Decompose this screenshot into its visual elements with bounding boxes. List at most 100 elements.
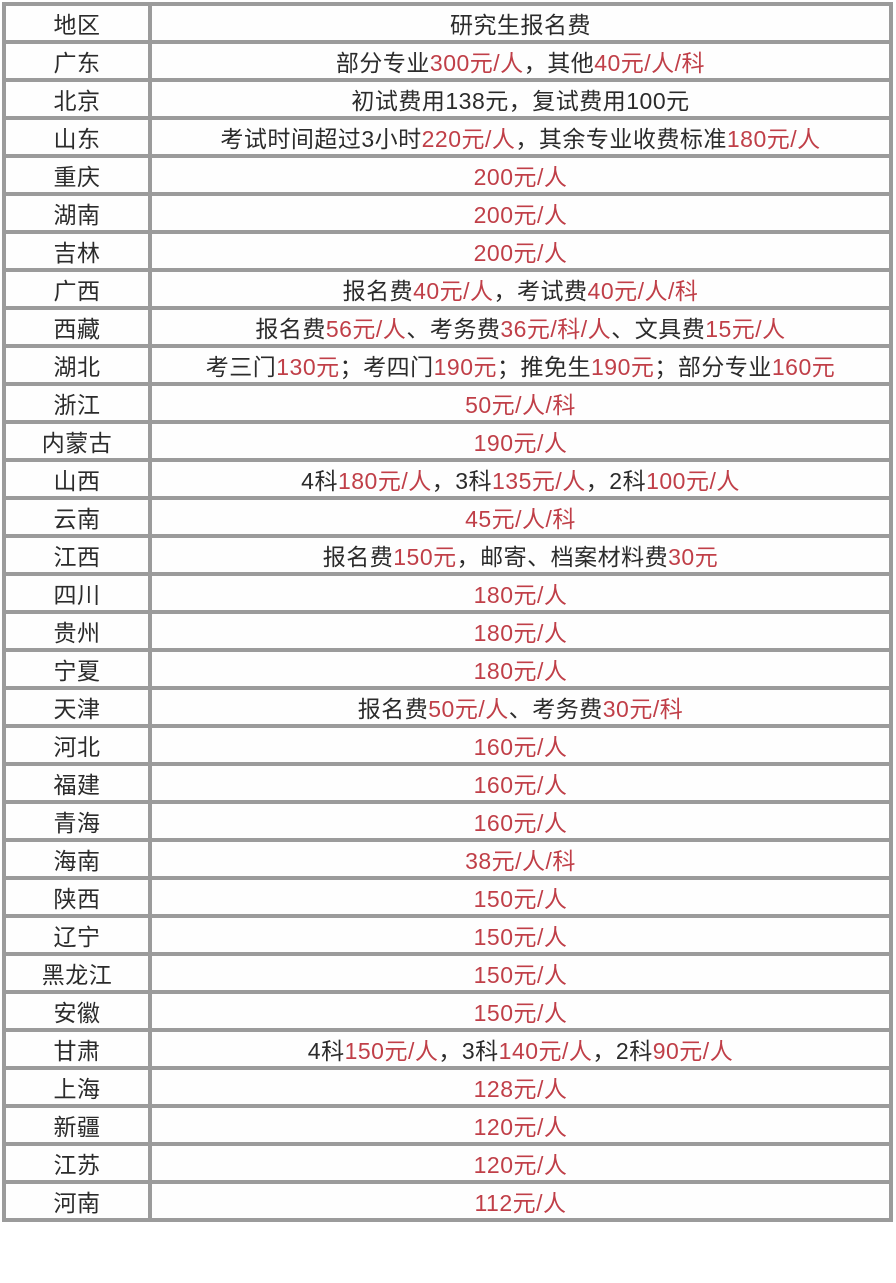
fee-amount: 150元/人 xyxy=(344,1038,439,1064)
table-row: 内蒙古 190元/人 xyxy=(2,420,893,462)
fee-amount: 40元/人 xyxy=(413,278,494,304)
fee-cell: 112元/人 xyxy=(148,1180,893,1222)
fee-description: ，其余专业收费标准 xyxy=(515,126,727,152)
table-row: 安徽 150元/人 xyxy=(2,990,893,1032)
fee-amount: 200元/人 xyxy=(473,202,568,228)
region-cell: 天津 xyxy=(2,686,152,728)
region-cell: 新疆 xyxy=(2,1104,152,1146)
fee-amount: 36元/科/人 xyxy=(500,316,612,342)
region-cell: 安徽 xyxy=(2,990,152,1032)
fee-amount: 120元/人 xyxy=(473,1114,568,1140)
table-row: 黑龙江 150元/人 xyxy=(2,952,893,994)
fee-amount: 150元/人 xyxy=(473,1000,568,1026)
fee-cell: 180元/人 xyxy=(148,610,893,652)
fee-description: 4科 xyxy=(301,468,338,494)
fee-amount: 150元/人 xyxy=(473,924,568,950)
fee-description: 报名费 xyxy=(357,696,429,722)
fee-cell: 180元/人 xyxy=(148,648,893,690)
region-cell: 吉林 xyxy=(2,230,152,272)
region-cell: 陕西 xyxy=(2,876,152,918)
fee-description: ，考试费 xyxy=(493,278,588,304)
fee-amount: 38元/人/科 xyxy=(465,848,576,874)
fee-amount: 160元 xyxy=(771,354,836,380)
table-row: 云南 45元/人/科 xyxy=(2,496,893,538)
fee-amount: 15元/人 xyxy=(705,316,786,342)
table-row: 重庆 200元/人 xyxy=(2,154,893,196)
fee-description: ；部分专业 xyxy=(654,354,772,380)
table-row: 青海 160元/人 xyxy=(2,800,893,842)
fee-cell: 128元/人 xyxy=(148,1066,893,1108)
fee-cell: 120元/人 xyxy=(148,1142,893,1184)
fee-description: 考三门 xyxy=(205,354,277,380)
region-cell: 云南 xyxy=(2,496,152,538)
region-cell: 海南 xyxy=(2,838,152,880)
region-cell: 浙江 xyxy=(2,382,152,424)
fee-cell: 4科180元/人，3科135元/人，2科100元/人 xyxy=(148,458,893,500)
fee-cell: 200元/人 xyxy=(148,154,893,196)
fee-amount: 150元/人 xyxy=(473,962,568,988)
region-cell: 广东 xyxy=(2,40,152,82)
fee-cell: 考试时间超过3小时220元/人，其余专业收费标准180元/人 xyxy=(148,116,893,158)
fee-amount: 150元 xyxy=(393,544,457,570)
fee-amount: 150元/人 xyxy=(473,886,568,912)
header-row: 地区 研究生报名费 xyxy=(2,2,893,44)
region-cell: 上海 xyxy=(2,1066,152,1108)
table-row: 天津 报名费50元/人、考务费30元/科 xyxy=(2,686,893,728)
table-row: 吉林 200元/人 xyxy=(2,230,893,272)
fee-description: 报名费 xyxy=(342,278,414,304)
fee-cell: 初试费用138元，复试费用100元 xyxy=(148,78,893,120)
region-cell: 重庆 xyxy=(2,154,152,196)
table-row: 上海 128元/人 xyxy=(2,1066,893,1108)
fee-cell: 150元/人 xyxy=(148,990,893,1032)
table-row: 湖北 考三门130元；考四门190元；推免生190元；部分专业160元 xyxy=(2,344,893,386)
fee-cell: 报名费150元，邮寄、档案材料费30元 xyxy=(148,534,893,576)
graduate-fee-table: 地区 研究生报名费 广东 部分专业300元/人，其他40元/人/科 北京 初试费用13… xyxy=(2,2,893,1222)
fee-cell: 160元/人 xyxy=(148,762,893,804)
fee-amount: 180元/人 xyxy=(473,582,568,608)
fee-amount: 220元/人 xyxy=(421,126,516,152)
region-cell: 甘肃 xyxy=(2,1028,152,1070)
fee-cell: 120元/人 xyxy=(148,1104,893,1146)
fee-cell: 38元/人/科 xyxy=(148,838,893,880)
fee-description: 初试费用138元，复试费用100元 xyxy=(351,88,690,114)
region-cell: 江苏 xyxy=(2,1142,152,1184)
region-cell: 广西 xyxy=(2,268,152,310)
table-row: 广东 部分专业300元/人，其他40元/人/科 xyxy=(2,40,893,82)
fee-cell: 报名费56元/人、考务费36元/科/人、文具费15元/人 xyxy=(148,306,893,348)
fee-amount: 300元/人 xyxy=(429,50,524,76)
fee-amount: 160元/人 xyxy=(473,810,568,836)
region-cell: 山东 xyxy=(2,116,152,158)
table-row: 西藏 报名费56元/人、考务费36元/科/人、文具费15元/人 xyxy=(2,306,893,348)
fee-amount: 190元/人 xyxy=(473,430,568,456)
table-row: 北京 初试费用138元，复试费用100元 xyxy=(2,78,893,120)
fee-cell: 部分专业300元/人，其他40元/人/科 xyxy=(148,40,893,82)
fee-amount: 190元 xyxy=(433,354,497,380)
fee-cell: 报名费40元/人，考试费40元/人/科 xyxy=(148,268,893,310)
fee-description: ；考四门 xyxy=(339,354,434,380)
region-cell: 辽宁 xyxy=(2,914,152,956)
fee-cell: 150元/人 xyxy=(148,914,893,956)
fee-cell: 160元/人 xyxy=(148,800,893,842)
fee-amount: 160元/人 xyxy=(473,772,568,798)
fee-description: ，其他 xyxy=(523,50,595,76)
fee-description: ，邮寄、档案材料费 xyxy=(456,544,669,570)
region-cell: 山西 xyxy=(2,458,152,500)
fee-description: ，2科 xyxy=(585,468,647,494)
region-cell: 北京 xyxy=(2,78,152,120)
table-row: 贵州 180元/人 xyxy=(2,610,893,652)
table-row: 宁夏 180元/人 xyxy=(2,648,893,690)
fee-amount: 160元/人 xyxy=(473,734,568,760)
fee-description: 报名费 xyxy=(322,544,394,570)
fee-amount: 40元/人/科 xyxy=(594,50,706,76)
fee-description: 、考务费 xyxy=(406,316,501,342)
region-cell: 福建 xyxy=(2,762,152,804)
table-row: 海南 38元/人/科 xyxy=(2,838,893,880)
fee-amount: 45元/人/科 xyxy=(465,506,576,532)
fee-cell: 190元/人 xyxy=(148,420,893,462)
fee-amount: 200元/人 xyxy=(473,240,568,266)
region-cell: 黑龙江 xyxy=(2,952,152,994)
fee-description: ；推免生 xyxy=(497,354,591,380)
table-row: 辽宁 150元/人 xyxy=(2,914,893,956)
fee-amount: 180元/人 xyxy=(337,468,432,494)
